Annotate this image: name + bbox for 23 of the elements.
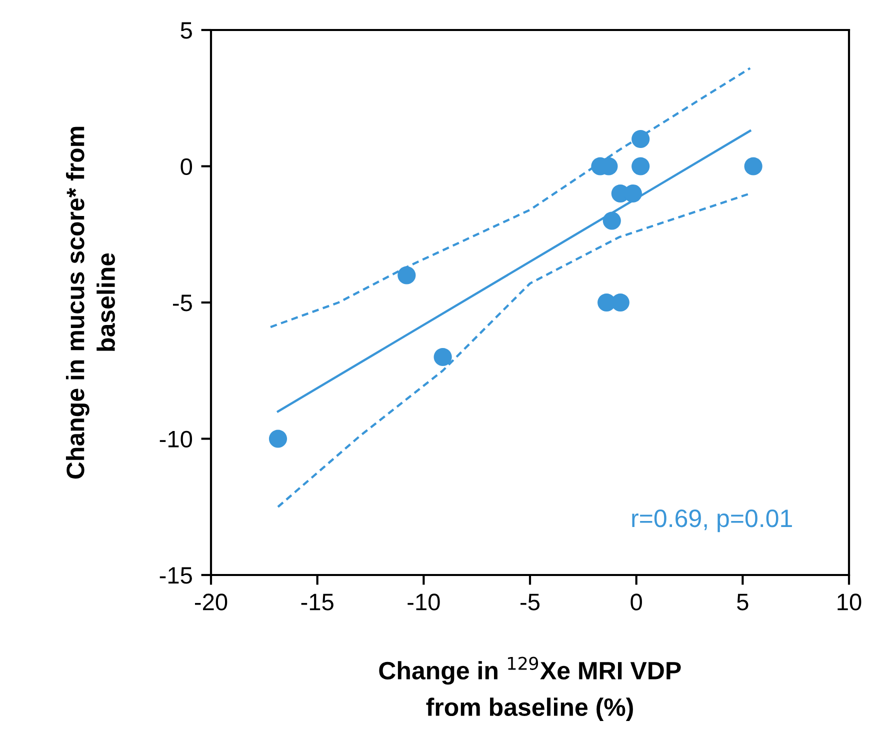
point (268, 430, 288, 448)
point (632, 157, 650, 176)
x-tick-label: -10 (408, 594, 440, 610)
y-tick-label: 0 (180, 158, 192, 176)
x-tick-label: -20 (194, 594, 228, 610)
point (398, 266, 416, 284)
annotation: r=0.69, p=0.01 (632, 510, 792, 532)
y-tick-label: 5 (180, 22, 192, 39)
x-tick-label: 0 (630, 594, 642, 610)
line-series (269, 67, 752, 328)
x-tick-label: -5 (520, 594, 540, 610)
point (744, 157, 762, 176)
x-tick-label: -15 (301, 594, 334, 610)
x-axis-title: Change in $^{129}$Xe MRI VDP from baseline (%) (379, 656, 681, 721)
point (602, 212, 621, 230)
x-tick-label: 10 (838, 594, 862, 610)
point (434, 348, 452, 366)
y-tick-label: -10 (160, 430, 192, 448)
y-axis-title: Change in mucus score* from baseline (66, 126, 115, 479)
y-tick-label: -15 (160, 567, 192, 584)
x-tick-label: 5 (737, 594, 748, 610)
y-tick-label: -5 (173, 294, 192, 312)
point (632, 130, 650, 148)
